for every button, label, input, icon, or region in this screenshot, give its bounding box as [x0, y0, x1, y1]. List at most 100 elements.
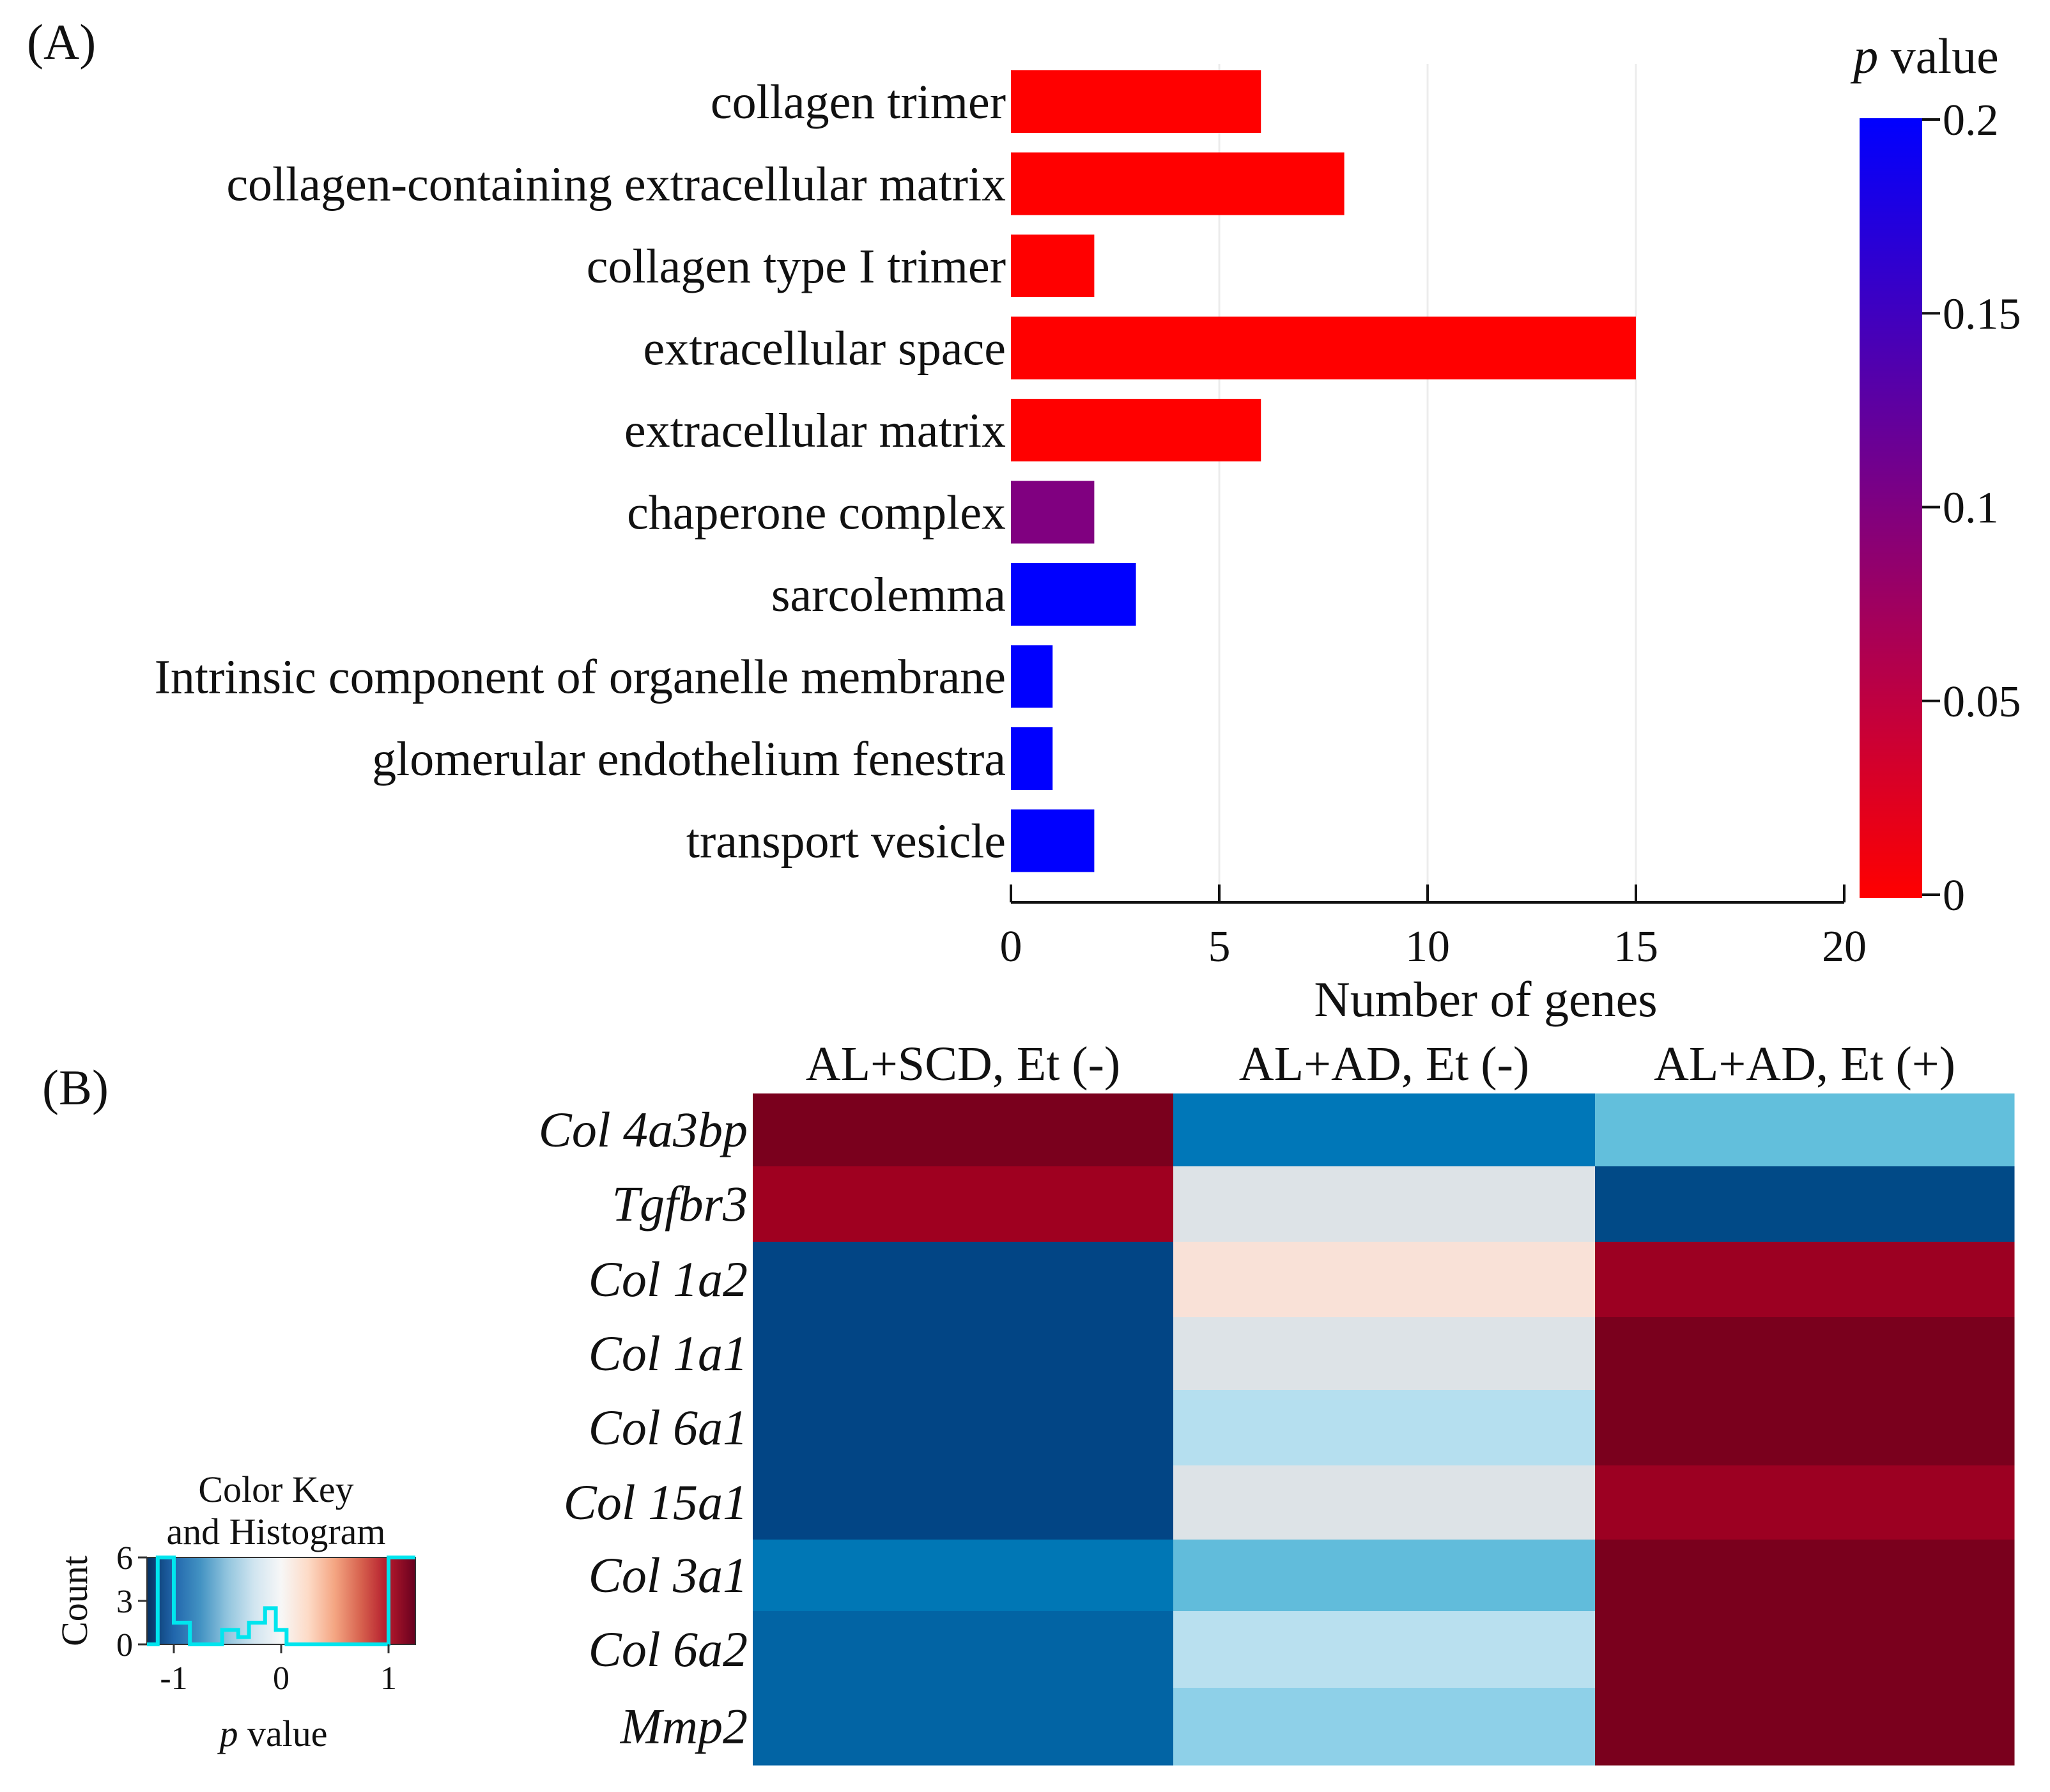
heatmap-cell [1595, 1540, 2015, 1612]
color-key-y-tick-label: 6 [116, 1540, 133, 1577]
colorbar-title: p value [1850, 28, 1998, 84]
x-tick-label: 10 [1405, 922, 1450, 971]
x-tick-label: 5 [1208, 922, 1231, 971]
color-key-x-tick-label: -1 [160, 1660, 187, 1697]
color-key-title-line1: Color Key [198, 1469, 353, 1510]
bar-chart-category-labels: collagen trimer collagen-containing extra… [155, 75, 1006, 869]
heatmap-cell [1173, 1317, 1596, 1391]
heatmap-cell [1173, 1611, 1596, 1688]
color-key-y-label: Count [54, 1556, 95, 1646]
heatmap-cell [753, 1688, 1174, 1766]
heatmap-cell [753, 1242, 1174, 1318]
heatmap-cell [1173, 1540, 1596, 1612]
color-key-title-line2: and Histogram [166, 1511, 385, 1552]
color-key-x-label-rest: value [238, 1713, 327, 1754]
heatmap-cell [1595, 1317, 2015, 1391]
bar [1011, 152, 1345, 215]
color-key-y-tick-label: 3 [116, 1584, 133, 1620]
category-label: collagen-containing extracellular matrix [226, 158, 1006, 212]
category-label: glomerular endothelium fenestra [372, 732, 1006, 786]
category-label: collagen type I trimer [587, 240, 1006, 293]
heatmap-cell [1173, 1093, 1596, 1167]
colorbar-tick-label: 0.15 [1943, 290, 2021, 339]
colorbar-tick-label: 0 [1943, 871, 1965, 920]
bar-chart-bars [1011, 70, 1636, 872]
colorbar-title-italic: p [1850, 28, 1878, 84]
category-label: extracellular space [643, 322, 1006, 376]
color-key-x-ticks: -1 0 1 [160, 1644, 397, 1697]
heatmap-cell [1595, 1093, 2015, 1167]
color-key-x-tick-label: 0 [273, 1660, 289, 1697]
bar [1011, 563, 1136, 626]
heatmap-row-label: Col 3a1 [589, 1547, 748, 1603]
color-key-x-tick-label: 1 [380, 1660, 397, 1697]
heatmap-row-label: Col 4a3bp [539, 1102, 748, 1157]
heatmap-cell [753, 1465, 1174, 1540]
category-label: collagen trimer [711, 75, 1006, 129]
category-label: transport vesicle [686, 815, 1006, 869]
category-label: sarcolemma [771, 568, 1006, 622]
heatmap-cell [1173, 1688, 1596, 1766]
color-key-y-ticks: 0 3 6 [116, 1540, 147, 1664]
heatmap-cell [1173, 1465, 1596, 1540]
heatmap-cell [1595, 1390, 2015, 1466]
color-key-histogram [147, 1556, 415, 1646]
heatmap-row-label: Col 1a2 [589, 1251, 748, 1307]
panel-a-label: (A) [27, 14, 96, 70]
category-label: extracellular matrix [624, 404, 1006, 458]
p-value-colorbar: p value 0 0.05 0.1 0.15 0.2 [1850, 28, 2021, 920]
category-label: Intrinsic component of organelle membran… [155, 651, 1006, 704]
panel-b-label: (B) [42, 1060, 109, 1115]
heatmap-cell [753, 1390, 1174, 1466]
colorbar-tick-label: 0.2 [1943, 96, 1999, 145]
x-axis-ticks: 0 5 10 15 20 [1000, 884, 1867, 971]
heatmap-cell [1595, 1465, 2015, 1540]
heatmap-column-labels: AL+SCD, Et (-) AL+AD, Et (-) AL+AD, Et (+) [806, 1037, 1955, 1091]
heatmap-row-label: Col 1a1 [589, 1325, 748, 1381]
bar [1011, 399, 1261, 461]
heatmap-column-label: AL+AD, Et (-) [1239, 1037, 1529, 1091]
heatmap-cell [753, 1093, 1174, 1167]
heatmap-column-label: AL+SCD, Et (-) [806, 1037, 1120, 1091]
heatmap-cell [1173, 1242, 1596, 1318]
x-tick-label: 15 [1614, 922, 1658, 971]
x-axis-label: Number of genes [1314, 971, 1657, 1027]
bar [1011, 481, 1095, 544]
heatmap-cell [753, 1611, 1174, 1688]
colorbar-tick-label: 0.05 [1943, 677, 2021, 727]
heatmap-cell [753, 1540, 1174, 1612]
bar [1011, 70, 1261, 133]
colorbar-title-rest: value [1878, 28, 1998, 84]
bar [1011, 235, 1095, 297]
x-tick-label: 0 [1000, 922, 1022, 971]
color-key-y-tick-label: 0 [116, 1627, 133, 1664]
bar [1011, 316, 1636, 380]
color-key: Color Key and Histogram Count 0 3 6 -1 0 1 p… [54, 1469, 416, 1754]
heatmap-cell [753, 1317, 1174, 1391]
heatmap-row-label: Col 6a1 [589, 1400, 748, 1455]
bar [1011, 645, 1053, 708]
bar-chart-x-axis: 0 5 10 15 20 Number of genes [1000, 884, 1867, 1027]
heatmap-cell [1595, 1688, 2015, 1766]
heatmap-column-label: AL+AD, Et (+) [1654, 1037, 1955, 1091]
color-key-x-label-italic: p [217, 1713, 238, 1754]
color-key-x-label: p value [217, 1713, 327, 1754]
heatmap-cell [1595, 1166, 2015, 1242]
heatmap-row-label: Col 15a1 [564, 1474, 748, 1530]
colorbar-tick-label: 0.1 [1943, 484, 1999, 533]
heatmap-cell [1173, 1390, 1596, 1466]
heatmap-cells [753, 1093, 2015, 1766]
heatmap-cell [753, 1166, 1174, 1242]
heatmap-cell [1595, 1242, 2015, 1318]
bar [1011, 727, 1053, 790]
heatmap-cell [1173, 1166, 1596, 1242]
colorbar-gradient [1860, 118, 1922, 898]
colorbar-ticks: 0 0.05 0.1 0.15 0.2 [1922, 96, 2021, 920]
heatmap-row-label: Col 6a2 [589, 1621, 748, 1677]
heatmap-row-label: Mmp2 [620, 1699, 748, 1754]
bar [1011, 809, 1095, 872]
heatmap-cell [1595, 1611, 2015, 1688]
heatmap-row-labels: Col 4a3bp Tgfbr3 Col 1a2 Col 1a1 Col 6a1 Col … [539, 1102, 748, 1754]
heatmap-row-label: Tgfbr3 [612, 1176, 748, 1232]
